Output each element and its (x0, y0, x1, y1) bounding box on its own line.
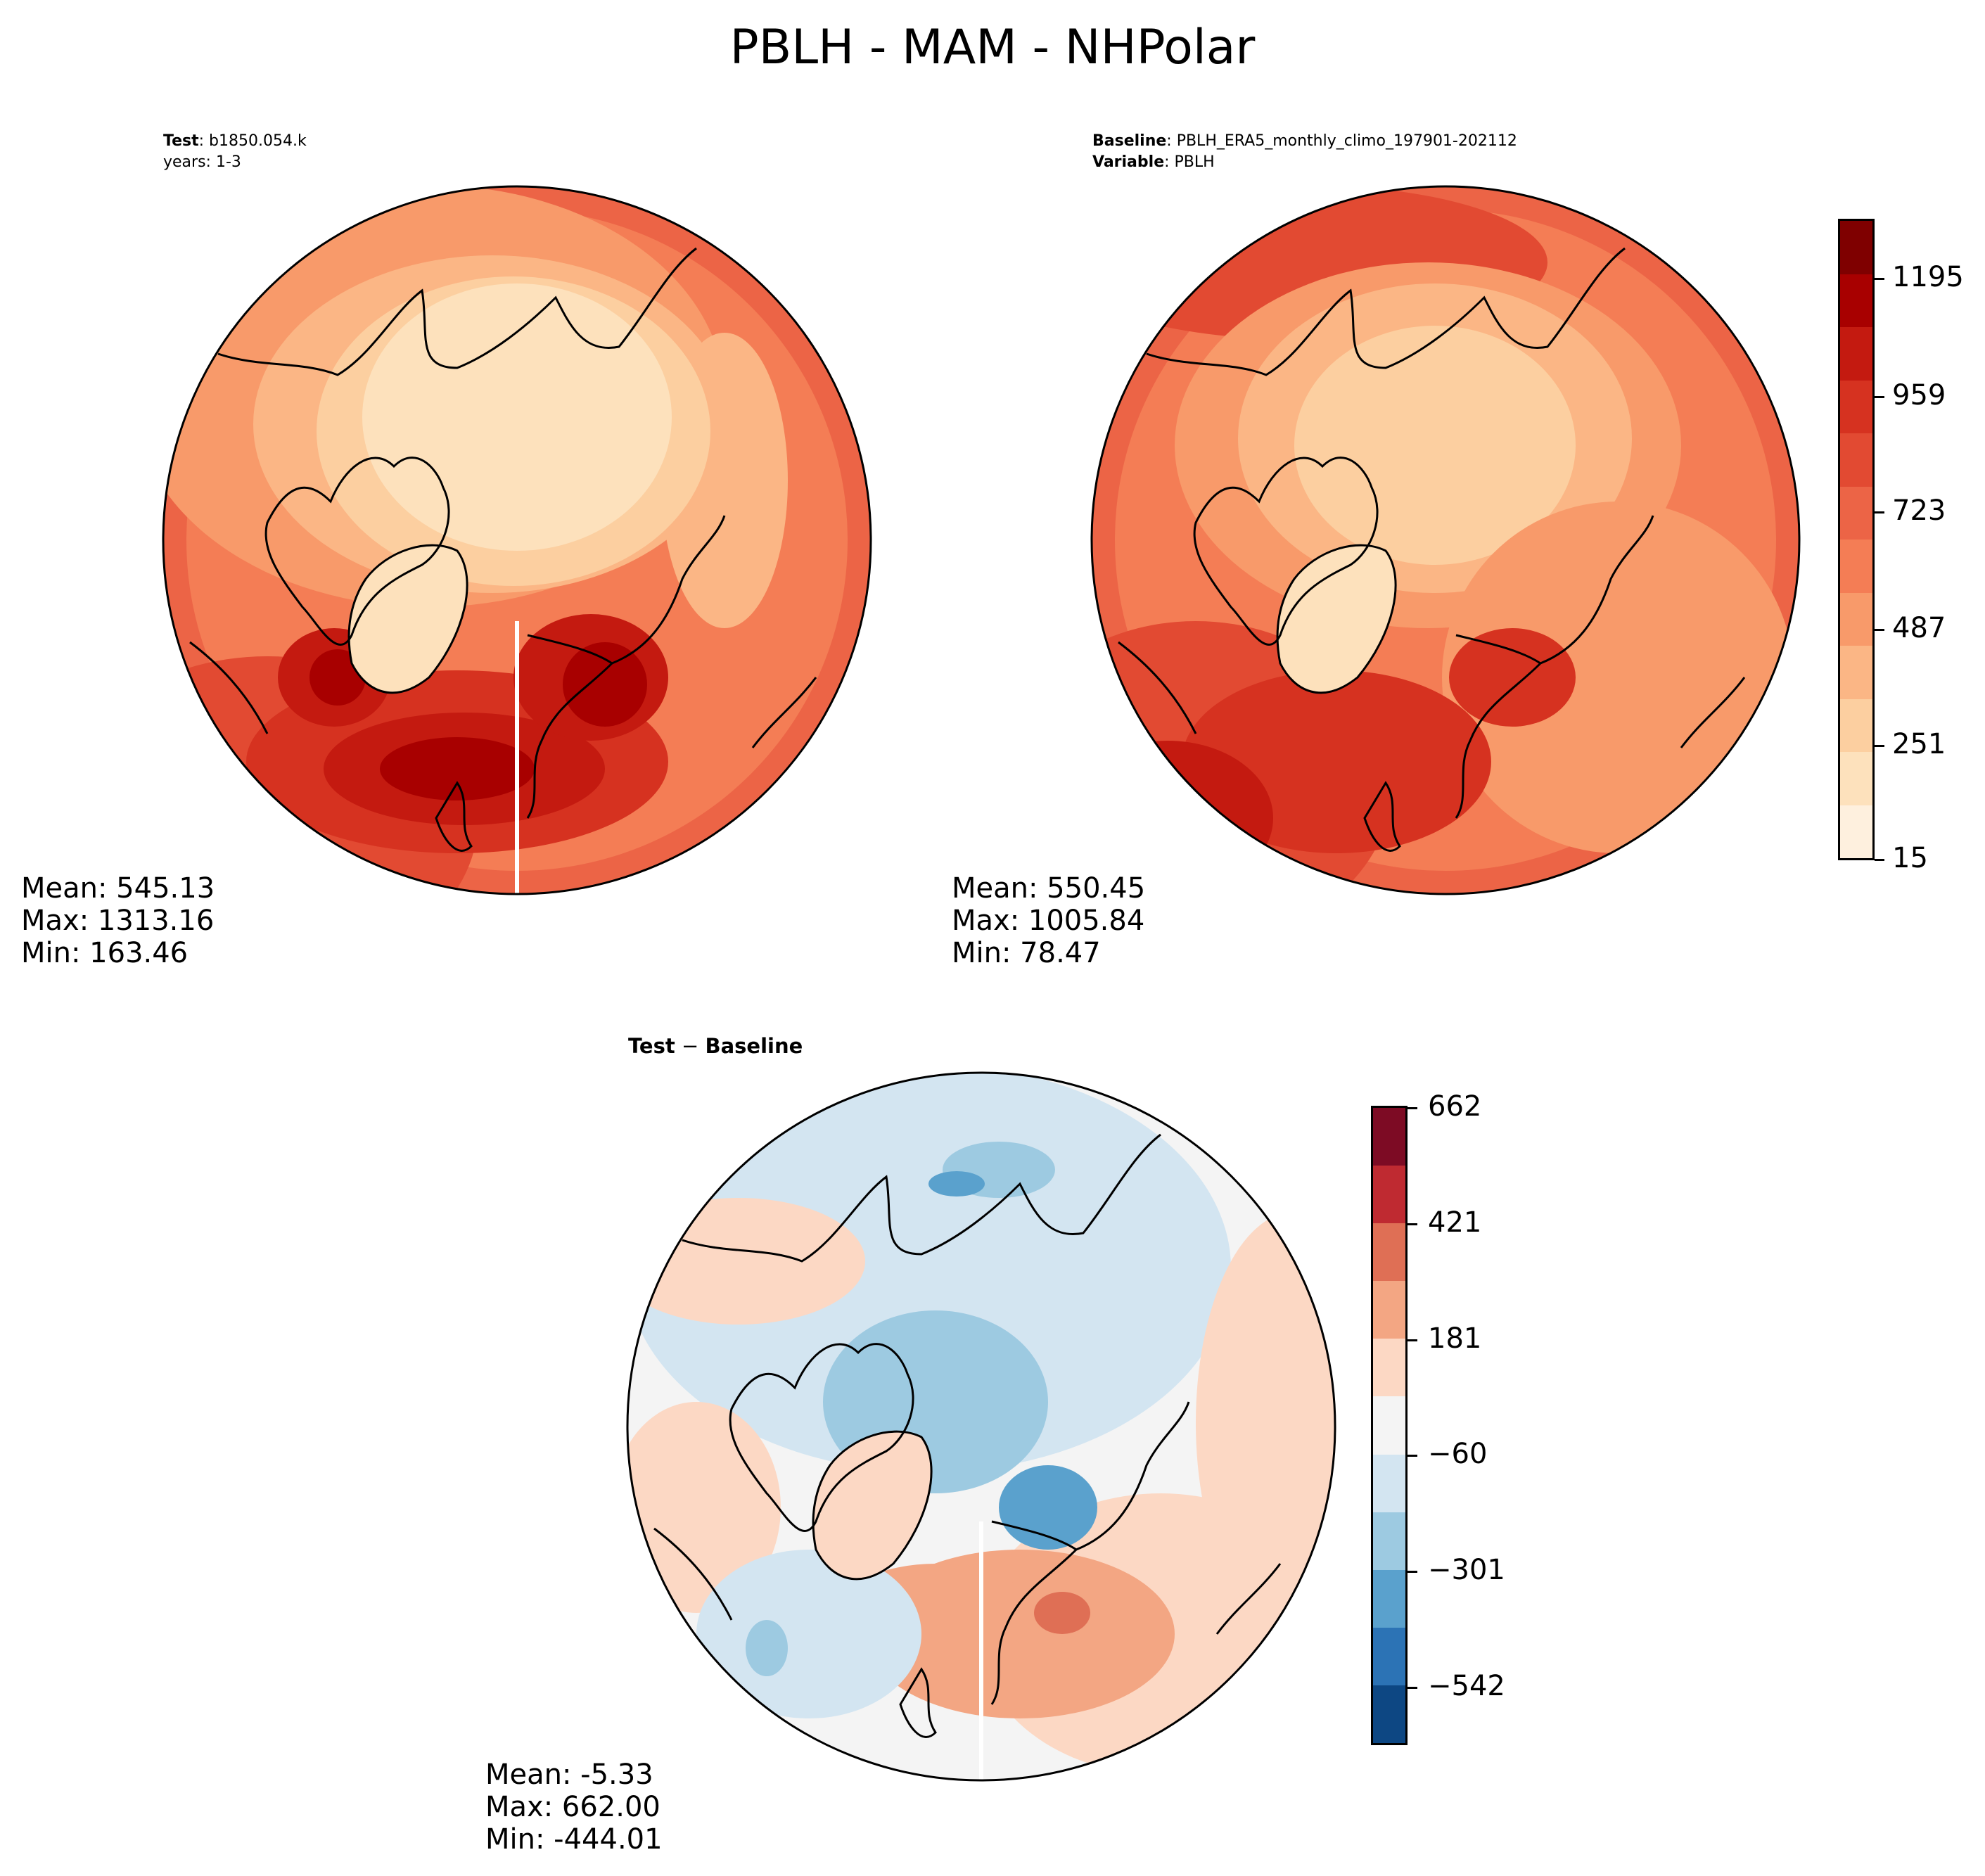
test-label: Test (163, 132, 199, 150)
diff-max: Max: 662.00 (485, 1791, 660, 1823)
baseline-min: Min: 78.47 (952, 937, 1101, 969)
colorbar-tick-mark (1875, 278, 1884, 280)
colorbar-segment (1373, 1627, 1405, 1685)
colorbar-tick-label: 15 (1892, 842, 1928, 874)
colorbar-tick-mark (1875, 745, 1884, 747)
colorbar-tick-label: −301 (1428, 1554, 1505, 1586)
colorbar-segment (1840, 592, 1872, 646)
baseline-polar-map (1090, 185, 1801, 895)
colorbar-tick-label: 251 (1892, 728, 1946, 760)
diff-min: Min: -444.01 (485, 1823, 663, 1856)
diff-title-test: Test (628, 1034, 675, 1058)
difference-polar-map (626, 1071, 1336, 1782)
test-case-name: : b1850.054.k (198, 132, 307, 150)
colorbar-tick-mark (1408, 1339, 1417, 1341)
test-header: Test: b1850.054.k years: 1-3 (163, 131, 307, 173)
diff-mean: Mean: -5.33 (485, 1759, 653, 1791)
colorbar-tick-label: 662 (1428, 1090, 1482, 1123)
test-mean: Mean: 545.13 (21, 872, 215, 905)
colorbar-tick-label: −542 (1428, 1670, 1505, 1702)
colorbar-segment (1840, 274, 1872, 327)
colorbar-segment (1840, 646, 1872, 699)
colorbar-tick-label: −60 (1428, 1438, 1488, 1470)
colorbar-segment (1373, 1108, 1405, 1166)
colorbar-tick-mark (1875, 629, 1884, 631)
colorbar-tick-mark (1408, 1107, 1417, 1109)
colorbar-tick-label: 421 (1428, 1206, 1482, 1239)
test-polar-map (162, 185, 872, 895)
colorbar-segment (1840, 752, 1872, 805)
colorbar-tick-label: 487 (1892, 612, 1946, 644)
colorbar-segment (1373, 1685, 1405, 1744)
colorbar-segment (1373, 1339, 1405, 1397)
colorbar-segment (1840, 380, 1872, 433)
colorbar-tick-label: 723 (1892, 494, 1946, 527)
baseline-header: Baseline: PBLH_ERA5_monthly_climo_197901… (1092, 131, 1517, 173)
figure-title: PBLH - MAM - NHPolar (729, 20, 1256, 75)
baseline-max: Max: 1005.84 (952, 905, 1145, 937)
baseline-case-name: : PBLH_ERA5_monthly_climo_197901-202112 (1166, 132, 1517, 150)
test-years: years: 1-3 (163, 153, 241, 171)
colorbar-tick-label: 959 (1892, 379, 1946, 411)
colorbar-segment (1373, 1569, 1405, 1628)
colorbar-tick-mark (1408, 1687, 1417, 1689)
difference-colorbar (1371, 1106, 1408, 1745)
colorbar-tick-mark (1875, 511, 1884, 513)
colorbar-segment (1840, 221, 1872, 274)
baseline-mean: Mean: 550.45 (952, 872, 1146, 905)
absolute-colorbar (1838, 219, 1875, 860)
colorbar-segment (1373, 1166, 1405, 1224)
diff-title-baseline: Baseline (705, 1034, 803, 1058)
colorbar-tick-mark (1408, 1455, 1417, 1457)
colorbar-segment (1373, 1396, 1405, 1455)
diff-title: Test − Baseline (628, 1034, 803, 1058)
colorbar-tick-mark (1875, 859, 1884, 861)
colorbar-tick-mark (1408, 1223, 1417, 1225)
colorbar-tick-label: 181 (1428, 1322, 1482, 1355)
colorbar-segment (1840, 486, 1872, 540)
colorbar-segment (1840, 805, 1872, 858)
colorbar-segment (1840, 540, 1872, 593)
colorbar-segment (1373, 1223, 1405, 1282)
variable-label: Variable (1092, 153, 1165, 171)
test-max: Max: 1313.16 (21, 905, 215, 937)
colorbar-segment (1373, 1512, 1405, 1570)
colorbar-segment (1840, 327, 1872, 381)
test-min: Min: 163.46 (21, 937, 189, 969)
variable-name: : PBLH (1164, 153, 1215, 171)
colorbar-segment (1840, 433, 1872, 487)
baseline-label: Baseline (1092, 132, 1167, 150)
diff-stats: Mean: -5.33 Max: 662.00 Min: -444.01 (485, 1759, 663, 1856)
test-stats: Mean: 545.13 Max: 1313.16 Min: 163.46 (21, 872, 215, 969)
colorbar-tick-mark (1875, 396, 1884, 398)
colorbar-tick-mark (1408, 1571, 1417, 1573)
diff-title-minus: − (675, 1034, 706, 1058)
colorbar-segment (1373, 1454, 1405, 1512)
colorbar-segment (1840, 698, 1872, 752)
colorbar-segment (1373, 1281, 1405, 1339)
baseline-stats: Mean: 550.45 Max: 1005.84 Min: 78.47 (952, 872, 1145, 969)
colorbar-tick-label: 1195 (1892, 261, 1964, 293)
